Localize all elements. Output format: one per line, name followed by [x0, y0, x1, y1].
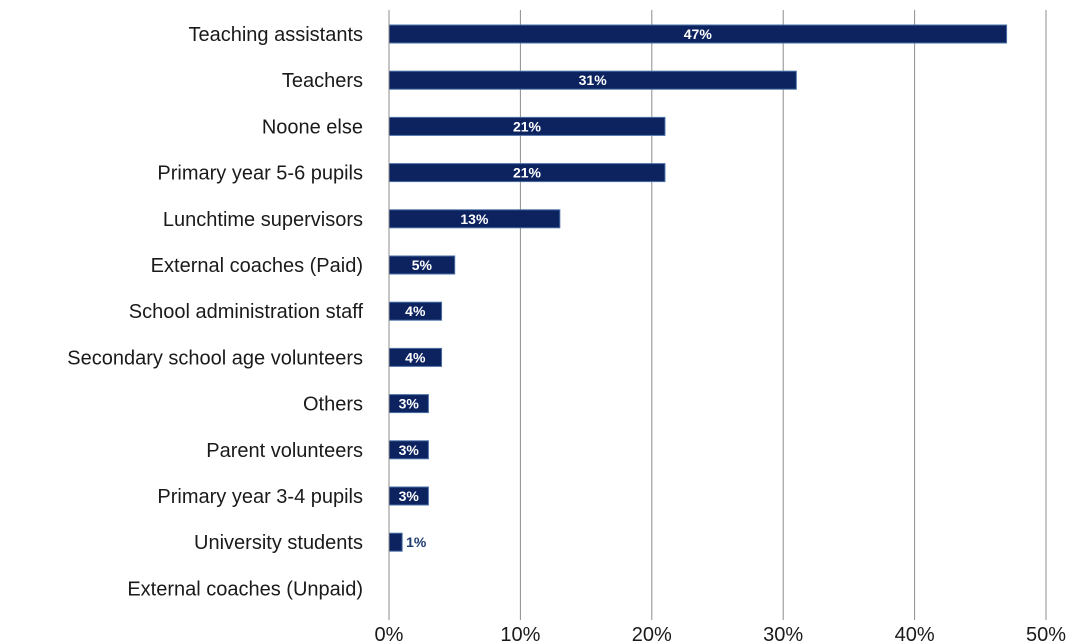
category-label: Lunchtime supervisors [163, 209, 363, 231]
bar-value-label: 5% [412, 257, 433, 273]
bar-value-label: 47% [684, 26, 713, 42]
x-axis-tick-labels: 0% 10% 20% 30% 40% 50% [375, 624, 1067, 644]
bar-value-label: 3% [399, 396, 420, 412]
category-label: Primary year 5-6 pupils [157, 163, 363, 185]
category-label: School administration staff [129, 301, 364, 323]
x-tick-label: 50% [1026, 624, 1066, 644]
bar-value-label: 4% [405, 349, 426, 365]
bar-value-labels: 47% 31% 21% 21% 13% 5% 4% 4% 3% 3% 3% 1% [399, 26, 713, 550]
category-label: University students [194, 532, 363, 554]
category-label: Secondary school age volunteers [67, 347, 363, 369]
bar-value-label: 21% [513, 118, 542, 134]
bar-value-label: 4% [405, 303, 426, 319]
bars [388, 24, 1008, 552]
category-label: Noone else [262, 116, 363, 138]
bar-value-label: 21% [513, 165, 542, 181]
bar-value-label: 13% [460, 211, 489, 227]
bar [388, 532, 403, 552]
x-tick-label: 40% [895, 624, 935, 644]
x-tick-label: 20% [632, 624, 672, 644]
category-label: External coaches (Paid) [151, 255, 363, 277]
x-tick-label: 30% [763, 624, 803, 644]
category-label: Primary year 3-4 pupils [157, 486, 363, 508]
x-tick-label: 10% [500, 624, 540, 644]
category-label: Others [303, 394, 363, 416]
category-label: Teachers [282, 70, 363, 92]
x-tick-label: 0% [375, 624, 404, 644]
bar-value-label: 31% [579, 72, 608, 88]
bar-value-label: 1% [406, 534, 427, 550]
category-label: Parent volunteers [206, 440, 363, 462]
category-labels: Teaching assistants Teachers Noone else Pri… [67, 24, 363, 600]
grid-lines [519, 10, 1047, 620]
category-label: External coaches (Unpaid) [127, 578, 363, 600]
bar-value-label: 3% [399, 442, 420, 458]
category-label: Teaching assistants [188, 24, 363, 46]
bar-value-label: 3% [399, 488, 420, 504]
